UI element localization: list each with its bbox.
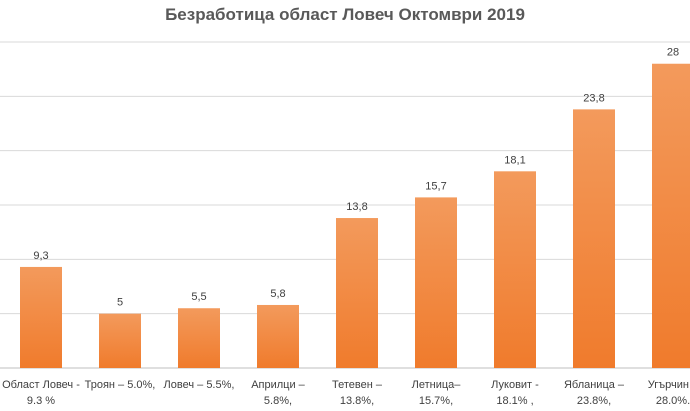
category-label: 5.8%, bbox=[264, 395, 292, 407]
chart-title: Безработица област Ловеч Октомври 2019 bbox=[165, 5, 525, 24]
category-label: 28.0%. bbox=[656, 395, 690, 407]
category-label: Угърчин – bbox=[648, 379, 690, 391]
bar bbox=[652, 63, 690, 368]
bar bbox=[99, 313, 141, 368]
bar bbox=[415, 197, 457, 368]
category-label: 23.8%, bbox=[577, 395, 611, 407]
category-label: Ловеч – 5.5%, bbox=[164, 379, 235, 391]
category-label: Троян – 5.0%, bbox=[85, 379, 156, 391]
bars bbox=[20, 63, 690, 368]
category-label: 18.1% , bbox=[496, 395, 533, 407]
bar bbox=[178, 308, 220, 368]
bar bbox=[257, 304, 299, 368]
data-label: 15,7 bbox=[425, 180, 446, 192]
category-label: Летница– bbox=[412, 379, 462, 391]
data-label: 9,3 bbox=[33, 250, 48, 262]
data-label: 5,5 bbox=[191, 291, 206, 303]
category-label: 9.3 % bbox=[27, 395, 55, 407]
data-label: 28 bbox=[667, 47, 679, 59]
data-label: 23,8 bbox=[583, 92, 604, 104]
category-label: Луковит - bbox=[491, 379, 539, 391]
category-labels: Област Ловеч - 9.3 % Троян – 5.0%, Ловеч – … bbox=[2, 379, 690, 407]
category-label: 13.8%, bbox=[340, 395, 374, 407]
data-label: 5 bbox=[117, 297, 123, 309]
category-label: 15.7%, bbox=[419, 395, 453, 407]
bar bbox=[494, 171, 536, 368]
bar bbox=[573, 109, 615, 368]
category-label: Област Ловеч - bbox=[2, 379, 80, 391]
data-label: 5,8 bbox=[270, 288, 285, 300]
category-label: Априлци – bbox=[251, 379, 305, 391]
data-label: 18,1 bbox=[504, 154, 525, 166]
data-labels: 9,3 5 5,5 5,8 13,8 15,7 18,1 23,8 28 bbox=[33, 47, 679, 309]
bar bbox=[20, 266, 62, 368]
category-label: Ябланица – bbox=[564, 379, 625, 391]
data-label: 13,8 bbox=[346, 201, 367, 213]
bar bbox=[336, 218, 378, 368]
category-label: Тетевен – bbox=[332, 379, 383, 391]
